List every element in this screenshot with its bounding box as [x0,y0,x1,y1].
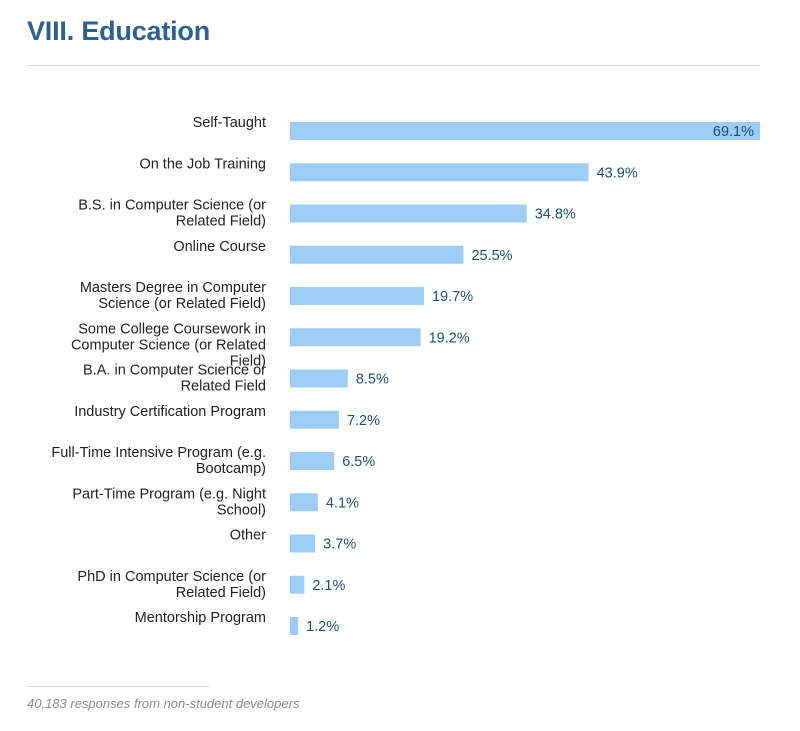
bar-row: B.A. in Computer Science or Related Field… [83,363,389,395]
bar [290,122,760,140]
category-label-line: Part-Time Program (e.g. Night [72,486,266,502]
bar [290,328,421,347]
bar-row: Self-Taught 69.1% [193,115,760,140]
category-label: Full-Time Intensive Program (e.g. Bootcam… [51,445,266,477]
category-label: Online Course [173,239,266,255]
bar [290,369,348,388]
category-label-line: Field) [230,353,266,369]
bar [290,204,527,223]
category-label-line: B.S. in Computer Science (or [78,198,266,214]
bar [290,617,299,635]
value-label: 34.8% [535,207,576,223]
category-label-line: Related Field [181,379,266,395]
category-label: B.S. in Computer Science (or Related Fiel… [78,198,266,230]
bar-row: PhD in Computer Science (or Related Field… [77,569,345,601]
category-label: B.A. in Computer Science or Related Field [83,363,266,395]
value-label: 19.7% [432,289,473,305]
category-label: PhD in Computer Science (or Related Field… [77,569,266,601]
category-label: Part-Time Program (e.g. Night School) [72,486,266,518]
category-label-line: School) [217,502,266,518]
bar [290,575,305,594]
bar-row: Other 3.7% [230,528,356,553]
bar [290,534,316,553]
category-label-line: Online Course [173,239,266,255]
category-label: Some College Coursework in Computer Scien… [71,321,266,369]
value-label: 1.2% [306,619,339,635]
category-label-line: Other [230,528,266,544]
education-bar-chart: Self-Taught 69.1% On the Job Training 43.9%… [51,115,760,635]
category-label: Mentorship Program [135,610,266,626]
category-label: On the Job Training [139,156,266,172]
value-label: 4.1% [326,495,359,511]
category-label-line: PhD in Computer Science (or [77,569,266,585]
value-label: 19.2% [429,330,470,346]
category-label-line: Bootcamp) [196,461,266,477]
bar-row: Online Course 25.5% [173,239,513,264]
category-label-line: Full-Time Intensive Program (e.g. [51,445,266,461]
value-label: 8.5% [356,372,389,388]
value-label: 69.1% [713,124,754,140]
category-label: Other [230,528,266,544]
category-label: Masters Degree in Computer Science (or Re… [80,280,266,312]
bar-row: Full-Time Intensive Program (e.g. Bootcam… [51,445,375,477]
footnote-text: 40,183 responses from non-student develo… [27,696,300,711]
category-label-line: Mentorship Program [135,610,266,626]
title-divider [27,65,760,66]
bar-row: Mentorship Program 1.2% [135,610,339,635]
category-label-line: Some College Coursework in [78,321,266,337]
bar-row: Some College Coursework in Computer Scien… [71,321,470,369]
category-label-line: Related Field) [176,214,266,230]
value-label: 2.1% [312,578,345,594]
value-label: 6.5% [342,454,375,470]
category-label-line: Self-Taught [193,115,266,131]
value-label: 7.2% [347,413,380,429]
bar-row: B.S. in Computer Science (or Related Fiel… [78,198,576,230]
bar [290,245,464,264]
bar-row: Masters Degree in Computer Science (or Re… [80,280,473,312]
category-label-line: Industry Certification Program [74,404,266,420]
bar-row: Industry Certification Program 7.2% [74,404,380,429]
category-label-line: B.A. in Computer Science or [83,363,266,379]
category-label-line: Computer Science (or Related [71,337,266,353]
footnote-divider [27,686,209,687]
category-label-line: Related Field) [176,585,266,601]
category-label: Industry Certification Program [74,404,266,420]
bar-row: On the Job Training 43.9% [139,156,638,182]
value-label: 3.7% [323,537,356,553]
bar [290,287,424,305]
section-title: VIII. Education [27,16,211,46]
bar [290,452,335,470]
value-label: 25.5% [471,248,512,264]
category-label: Self-Taught [193,115,266,131]
bar [290,163,589,182]
value-label: 43.9% [597,165,638,181]
category-label-line: On the Job Training [139,156,266,172]
bar [290,410,339,429]
category-label-line: Masters Degree in Computer [80,280,266,296]
category-label-line: Science (or Related Field) [98,296,266,312]
bar [290,493,318,512]
bar-row: Part-Time Program (e.g. Night School) 4.1% [72,486,359,518]
